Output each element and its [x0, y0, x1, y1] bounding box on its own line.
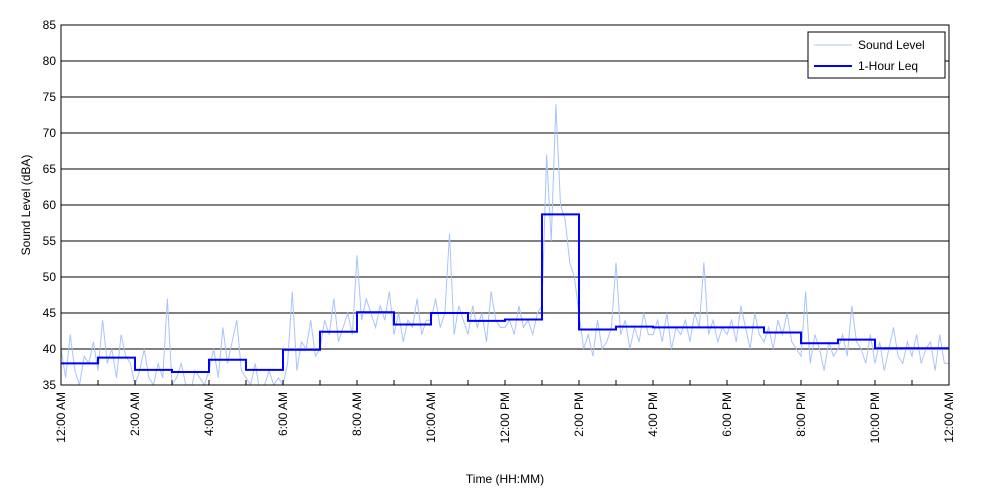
x-tick-label: 2:00 AM — [128, 392, 142, 436]
x-axis: 12:00 AM 2:00 AM 4:00 AM 6:00 AM 8:00 AM 10:0… — [54, 380, 956, 443]
x-axis-label: Time (HH:MM) — [466, 472, 544, 486]
x-tick-label: 12:00 AM — [54, 392, 68, 443]
legend-label-1-hour-leq: 1-Hour Leq — [858, 59, 918, 73]
legend-box — [807, 31, 946, 79]
gridlines — [61, 60, 949, 350]
x-tick-label: 6:00 AM — [276, 392, 290, 436]
x-tick-label: 6:00 PM — [720, 392, 734, 437]
x-tick-label: 8:00 AM — [350, 392, 364, 436]
y-axis-label: Sound Level (dBA) — [19, 155, 33, 256]
y-tick-label: 70 — [43, 126, 57, 140]
legend: Sound Level 1-Hour Leq — [807, 31, 946, 79]
y-tick-label: 45 — [43, 306, 57, 320]
y-tick-label: 85 — [43, 18, 57, 32]
y-tick-label: 65 — [43, 162, 57, 176]
x-tick-label: 10:00 AM — [424, 392, 438, 443]
y-tick-label: 75 — [43, 90, 57, 104]
y-tick-label: 40 — [43, 342, 57, 356]
x-tick-label: 2:00 PM — [572, 392, 586, 437]
x-tick-label: 4:00 AM — [202, 392, 216, 436]
series-1-hour-leq-line — [61, 213, 949, 374]
x-tick-label: 4:00 PM — [646, 392, 660, 437]
y-axis: 35 40 45 50 55 60 65 70 75 80 85 — [43, 18, 57, 392]
x-tick-label: 12:00 PM — [498, 392, 512, 443]
y-tick-label: 80 — [43, 54, 57, 68]
x-tick-label: 8:00 PM — [794, 392, 808, 437]
x-tick-label: 12:00 AM — [942, 392, 956, 443]
y-tick-label: 55 — [43, 234, 57, 248]
y-tick-label: 60 — [43, 198, 57, 212]
x-tick-label: 10:00 PM — [868, 392, 882, 443]
y-tick-label: 50 — [43, 270, 57, 284]
legend-label-sound-level: Sound Level — [858, 38, 925, 52]
y-tick-label: 35 — [43, 378, 57, 392]
